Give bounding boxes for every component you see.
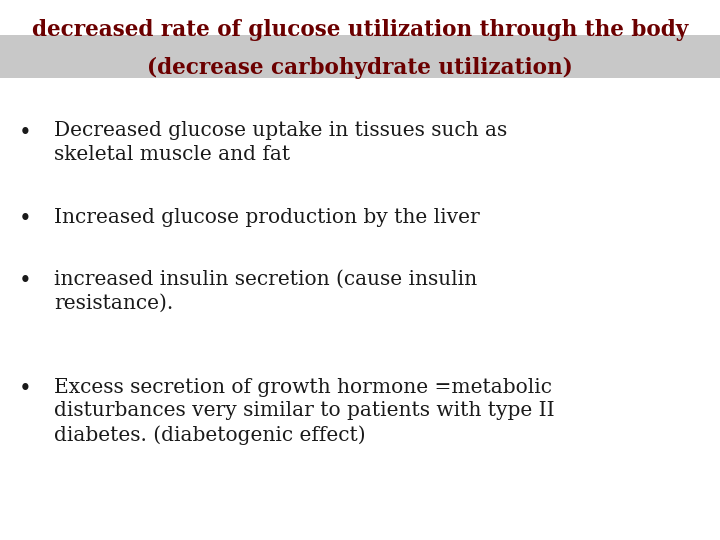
Bar — [0, 35, 720, 78]
Text: •: • — [19, 208, 32, 230]
Text: •: • — [19, 378, 32, 400]
Text: (decrease carbohydrate utilization): (decrease carbohydrate utilization) — [147, 57, 573, 78]
Text: Increased glucose production by the liver: Increased glucose production by the live… — [54, 208, 480, 227]
Text: •: • — [19, 270, 32, 292]
Text: increased insulin secretion (cause insulin
resistance).: increased insulin secretion (cause insul… — [54, 270, 477, 313]
Text: •: • — [19, 122, 32, 144]
Text: decreased rate of glucose utilization through the body: decreased rate of glucose utilization th… — [32, 19, 688, 40]
Text: Excess secretion of growth hormone =metabolic
disturbances very similar to patie: Excess secretion of growth hormone =meta… — [54, 378, 554, 445]
Text: Decreased glucose uptake in tissues such as
skeletal muscle and fat: Decreased glucose uptake in tissues such… — [54, 122, 508, 164]
